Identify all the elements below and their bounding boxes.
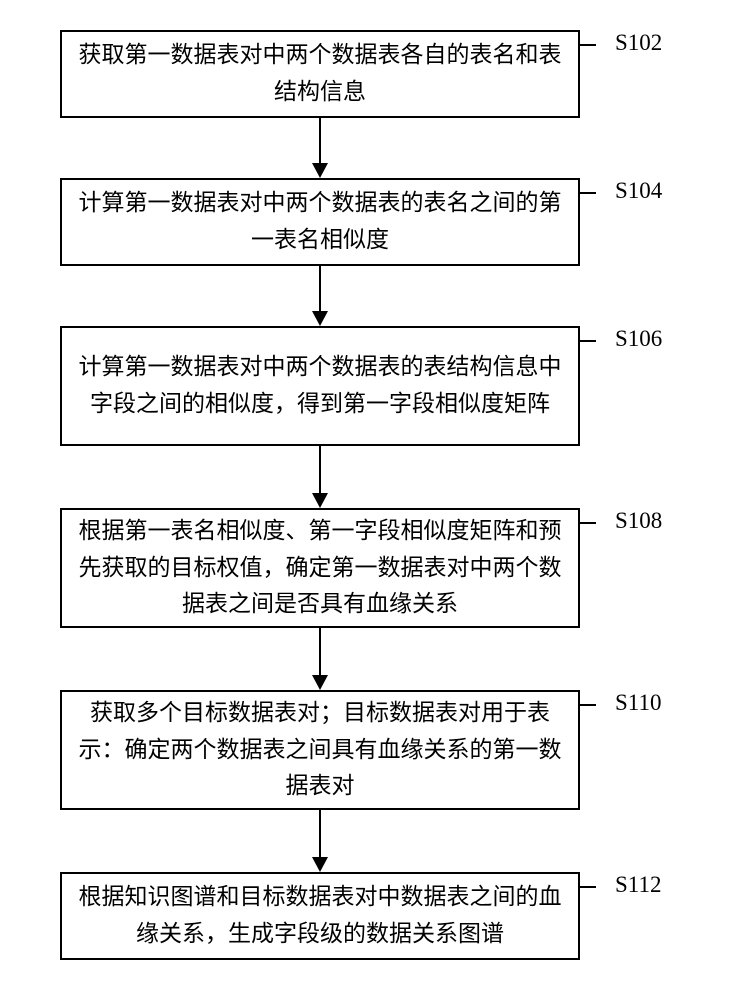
step-label-s108: S108	[615, 508, 662, 534]
label-tick-s110	[580, 704, 596, 706]
step-label-s110: S110	[615, 690, 661, 716]
arrow-line-1	[319, 118, 321, 163]
step-label-s104: S104	[615, 178, 662, 204]
step-label-s112: S112	[615, 872, 661, 898]
label-tick-s106	[580, 340, 596, 342]
arrow-line-2	[319, 266, 321, 311]
flow-node-s110: 获取多个目标数据表对；目标数据表对用于表示：确定两个数据表之间具有血缘关系的第一…	[60, 690, 580, 810]
arrow-head-3	[312, 493, 328, 508]
arrow-head-4	[312, 675, 328, 690]
flow-node-s104: 计算第一数据表对中两个数据表的表名之间的第一表名相似度	[60, 178, 580, 266]
flow-node-s106: 计算第一数据表对中两个数据表的表结构信息中字段之间的相似度，得到第一字段相似度矩…	[60, 326, 580, 446]
flowchart-canvas: 获取第一数据表对中两个数据表各自的表名和表结构信息 S102 计算第一数据表对中两个…	[0, 0, 750, 1000]
arrow-line-5	[319, 810, 321, 857]
label-tick-s112	[580, 886, 596, 888]
arrow-line-4	[319, 628, 321, 675]
flow-node-s108: 根据第一表名相似度、第一字段相似度矩阵和预先获取的目标权值，确定第一数据表对中两…	[60, 508, 580, 628]
arrow-line-3	[319, 446, 321, 493]
step-label-s106: S106	[615, 326, 662, 352]
arrow-head-1	[312, 163, 328, 178]
arrow-head-2	[312, 311, 328, 326]
label-tick-s104	[580, 192, 596, 194]
flow-node-s102: 获取第一数据表对中两个数据表各自的表名和表结构信息	[60, 30, 580, 118]
arrow-head-5	[312, 857, 328, 872]
label-tick-s108	[580, 522, 596, 524]
label-tick-s102	[580, 44, 596, 46]
flow-node-s112: 根据知识图谱和目标数据表对中数据表之间的血缘关系，生成字段级的数据关系图谱	[60, 872, 580, 960]
step-label-s102: S102	[615, 30, 662, 56]
